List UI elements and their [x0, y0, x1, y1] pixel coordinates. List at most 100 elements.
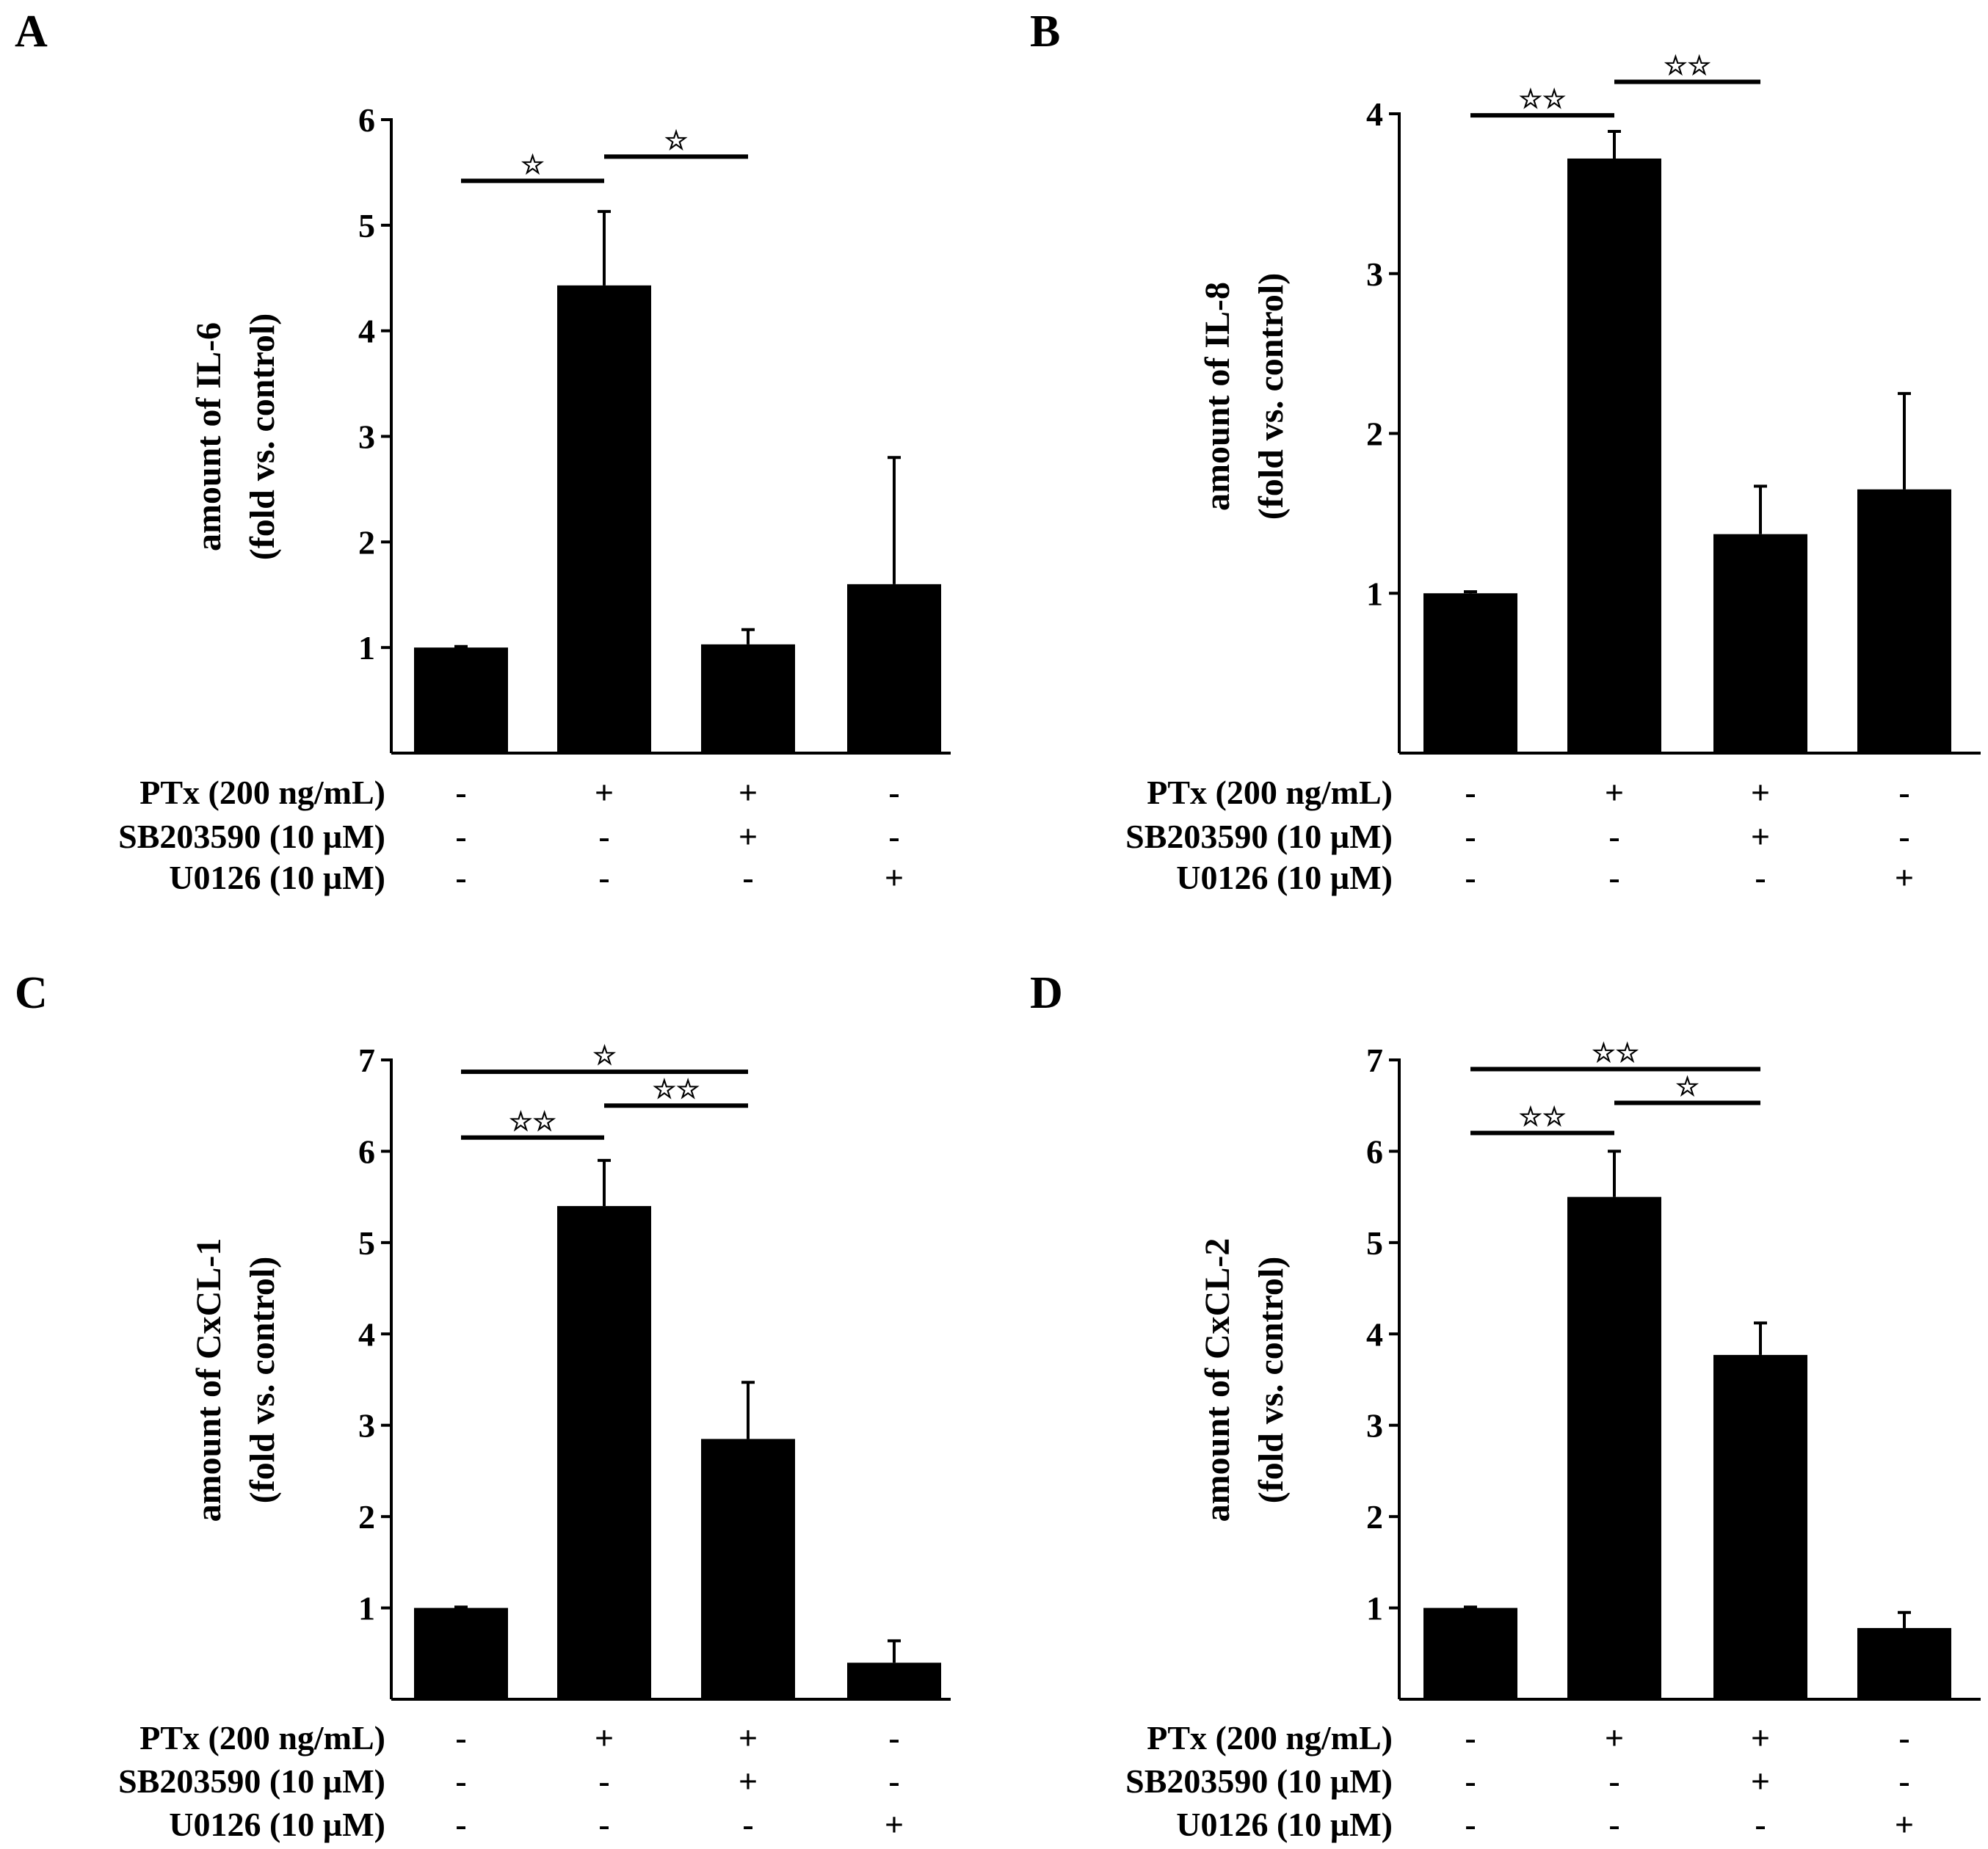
condition-sign: - — [1898, 1719, 1909, 1757]
y-axis-label-line2: (fold vs. control) — [1252, 273, 1291, 520]
condition-sign: - — [1465, 1806, 1476, 1843]
bar — [1567, 158, 1661, 754]
bar — [1857, 489, 1951, 753]
condition-label: PTx (200 ng/mL) — [1147, 1719, 1393, 1757]
condition-sign: + — [1751, 818, 1770, 855]
y-axis-label-line2: (fold vs. control) — [1252, 1257, 1291, 1503]
y-tick-label: 2 — [1366, 415, 1383, 453]
y-tick-label: 1 — [358, 629, 375, 666]
condition-sign: + — [1605, 774, 1624, 811]
condition-sign: - — [598, 818, 609, 855]
bar — [1423, 593, 1517, 753]
significance-stars: ☆☆ — [1519, 84, 1567, 114]
significance-stars: ☆ — [1675, 1072, 1699, 1101]
condition-sign: - — [1898, 1762, 1909, 1800]
bar — [1713, 534, 1807, 753]
significance-stars: ☆ — [520, 150, 544, 179]
condition-sign: - — [598, 1762, 609, 1800]
condition-sign: - — [1608, 818, 1619, 855]
y-axis-label-line1: amount of IL-8 — [1198, 282, 1237, 511]
condition-sign: - — [1608, 1806, 1619, 1843]
condition-label: SB203590 (10 µM) — [1125, 1762, 1393, 1800]
condition-label: SB203590 (10 µM) — [118, 818, 385, 855]
significance-stars: ☆☆ — [1664, 51, 1711, 80]
y-tick-label: 3 — [358, 418, 375, 456]
bar — [847, 584, 941, 753]
condition-sign: - — [455, 774, 466, 811]
condition-sign: + — [739, 1719, 758, 1757]
condition-sign: - — [1465, 859, 1476, 896]
condition-sign: + — [1751, 1762, 1770, 1800]
condition-sign: - — [1465, 818, 1476, 855]
y-tick-label: 4 — [358, 313, 375, 350]
y-axis-label-line1: amount of CxCL-1 — [189, 1238, 228, 1522]
condition-sign: + — [595, 1719, 614, 1757]
condition-label: SB203590 (10 µM) — [118, 1762, 385, 1800]
significance-stars: ☆☆ — [509, 1107, 556, 1136]
condition-sign: - — [742, 859, 753, 896]
chart-panel-c: C 1 2 3 4 5 6 7 amount of CxCL-1 (fold vs. contro… — [15, 968, 951, 1843]
bar — [557, 1206, 651, 1699]
y-tick-label: 5 — [1366, 1224, 1383, 1262]
y-tick-label: 6 — [358, 101, 375, 139]
condition-sign: - — [598, 1806, 609, 1843]
condition-label: U0126 (10 µM) — [1176, 859, 1393, 896]
y-tick-label: 3 — [358, 1407, 375, 1445]
condition-label: U0126 (10 µM) — [169, 1806, 385, 1843]
condition-sign: - — [1608, 859, 1619, 896]
panel-label: A — [15, 7, 48, 57]
bar — [414, 1608, 508, 1699]
y-tick-label: 6 — [1366, 1133, 1383, 1170]
y-tick-label: 2 — [1366, 1498, 1383, 1536]
condition-sign: - — [1465, 1762, 1476, 1800]
chart-panel-b: B 1 2 3 4 amount of IL-8 (fold vs. control) ☆☆ ☆… — [1030, 7, 1981, 896]
condition-sign: + — [595, 774, 614, 811]
y-axis-label-line2: (fold vs. control) — [243, 313, 282, 560]
y-tick-label: 2 — [358, 523, 375, 561]
y-tick-label: 3 — [1366, 1407, 1383, 1445]
condition-label: U0126 (10 µM) — [1176, 1806, 1393, 1843]
condition-sign: - — [455, 1762, 466, 1800]
condition-sign: - — [598, 859, 609, 896]
bar — [701, 644, 795, 753]
y-tick-label: 7 — [1366, 1042, 1383, 1079]
condition-sign: - — [455, 818, 466, 855]
condition-label: PTx (200 ng/mL) — [139, 1719, 385, 1757]
bar — [1857, 1627, 1951, 1699]
y-tick-label: 7 — [358, 1042, 375, 1079]
condition-sign: - — [1465, 1719, 1476, 1757]
condition-label: PTx (200 ng/mL) — [1147, 774, 1393, 811]
bar — [557, 285, 651, 753]
condition-sign: - — [888, 1719, 899, 1757]
condition-label: SB203590 (10 µM) — [1125, 818, 1393, 855]
condition-label: PTx (200 ng/mL) — [139, 774, 385, 811]
condition-sign: - — [888, 774, 899, 811]
condition-sign: - — [888, 818, 899, 855]
y-tick-label: 4 — [1366, 95, 1383, 133]
significance-stars: ☆☆ — [1592, 1038, 1639, 1067]
y-axis-label-line1: amount of IL-6 — [189, 322, 228, 551]
y-tick-label: 3 — [1366, 255, 1383, 293]
y-tick-label: 1 — [358, 1590, 375, 1627]
y-tick-label: 6 — [358, 1133, 375, 1170]
y-tick-label: 1 — [1366, 575, 1383, 612]
condition-sign: - — [742, 1806, 753, 1843]
panel-label: B — [1030, 7, 1060, 57]
y-tick-label: 1 — [1366, 1590, 1383, 1627]
y-tick-label: 2 — [358, 1498, 375, 1536]
bar — [1423, 1608, 1517, 1699]
condition-sign: - — [455, 859, 466, 896]
significance-stars: ☆☆ — [1519, 1103, 1567, 1132]
bar — [1567, 1196, 1661, 1699]
bar — [414, 647, 508, 753]
y-tick-label: 4 — [1366, 1315, 1383, 1353]
condition-sign: - — [455, 1719, 466, 1757]
condition-sign: - — [1898, 774, 1909, 811]
condition-sign: + — [885, 1806, 904, 1843]
chart-panel-a: A 1 2 3 4 5 6 amount of IL-6 (fold vs. control) ☆… — [15, 7, 951, 896]
y-axis-label-line1: amount of CxCL-2 — [1198, 1238, 1237, 1522]
chart-panel-d: D 1 2 3 4 5 6 7 amount of CxCL-2 (fold vs. contro… — [1030, 968, 1981, 1843]
condition-sign: + — [1751, 1719, 1770, 1757]
condition-sign: + — [1895, 859, 1914, 896]
